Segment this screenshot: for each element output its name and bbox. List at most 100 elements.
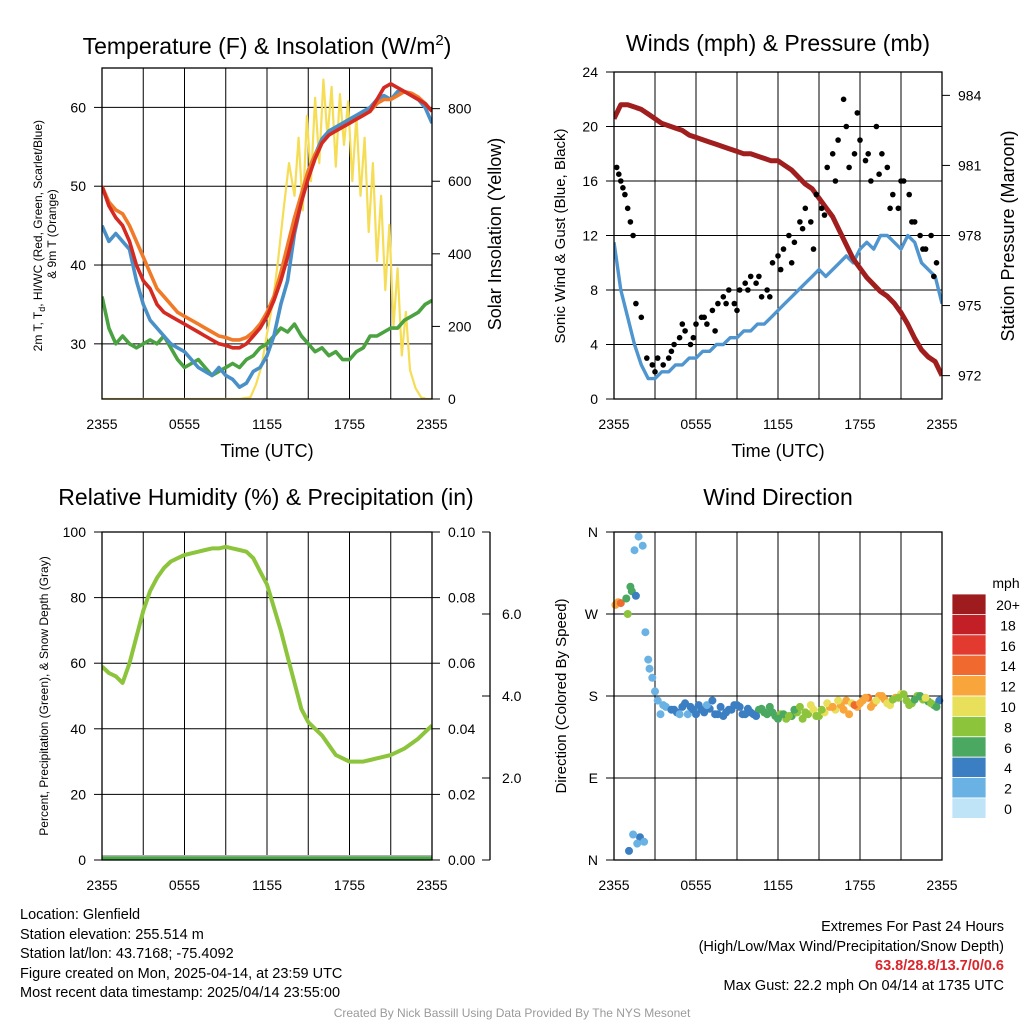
y-tick-label: 4 bbox=[590, 337, 598, 353]
direction-point bbox=[752, 712, 761, 720]
x-tick-label: 1155 bbox=[252, 877, 282, 893]
y-tick-label: 30 bbox=[70, 336, 86, 352]
direction-point bbox=[935, 696, 944, 705]
gust-point bbox=[928, 232, 934, 239]
gust-point bbox=[846, 164, 852, 171]
location-text: Location: Glenfield bbox=[20, 907, 141, 923]
gust-point bbox=[764, 287, 770, 293]
direction-point bbox=[856, 699, 864, 708]
legend-label: 4 bbox=[1004, 760, 1012, 776]
gust-point bbox=[723, 300, 729, 307]
direction-point bbox=[716, 702, 725, 711]
y-tick-label: 8 bbox=[590, 282, 598, 298]
gust-point bbox=[843, 123, 850, 130]
relative-humidity-line bbox=[102, 544, 432, 764]
insolation-line bbox=[102, 78, 432, 399]
direction-point bbox=[921, 693, 930, 702]
elevation-text: Station elevation: 255.514 m bbox=[20, 926, 204, 943]
gust-point bbox=[799, 225, 806, 232]
gust-point bbox=[627, 219, 634, 225]
legend-label: 8 bbox=[1004, 719, 1012, 735]
station-info: Location: Glenfield Station elevation: 2… bbox=[20, 906, 342, 1004]
gust-point bbox=[797, 219, 803, 225]
gust-point bbox=[824, 164, 830, 171]
x-tick-label: 1155 bbox=[763, 877, 793, 893]
insolation-axis-label: Solar Insolation (Yellow) bbox=[485, 138, 505, 330]
y-right-tick-label: 0.08 bbox=[448, 590, 475, 606]
gust-point bbox=[862, 157, 869, 164]
direction-point bbox=[724, 705, 733, 714]
direction-point bbox=[812, 712, 821, 720]
gust-point bbox=[742, 280, 748, 287]
direction-point bbox=[932, 702, 941, 711]
gust-point bbox=[620, 185, 626, 191]
direction-point bbox=[697, 705, 706, 714]
gust-point bbox=[758, 294, 765, 300]
y-right-tick-label: 800 bbox=[448, 101, 472, 117]
legend-label: 6 bbox=[1004, 740, 1012, 756]
gust-point bbox=[895, 205, 902, 212]
gust-point bbox=[618, 178, 624, 184]
y-right-tick-label: 0.00 bbox=[448, 852, 475, 868]
direction-point bbox=[795, 702, 804, 711]
y-right-tick-label: 0.04 bbox=[448, 721, 475, 737]
gust-point bbox=[720, 294, 727, 300]
gust-point bbox=[917, 232, 923, 239]
direction-grid bbox=[613, 531, 943, 861]
gust-point bbox=[898, 178, 904, 184]
humidity-title: Relative Humidity (%) & Precipitation (i… bbox=[58, 484, 473, 510]
direction-tick-label: S bbox=[589, 688, 598, 704]
x-tick-label: 2355 bbox=[416, 416, 447, 432]
x-tick-label: 1155 bbox=[763, 416, 793, 432]
winds-series bbox=[613, 96, 942, 381]
gust-point bbox=[676, 334, 683, 341]
gust-point bbox=[624, 205, 631, 212]
x-tick-label: 2355 bbox=[86, 416, 117, 432]
direction-point bbox=[692, 710, 700, 719]
x-tick-label: 1755 bbox=[334, 416, 365, 432]
direction-y-label: Direction (Colored By Speed) bbox=[553, 598, 570, 793]
y-tick-label: 0 bbox=[590, 391, 598, 407]
legend-title: mph bbox=[992, 575, 1019, 591]
max-gust-text: Max Gust: 22.2 mph On 04/14 at 1735 UTC bbox=[723, 977, 1004, 994]
temperature-panel: Temperature (F) & Insolation (W/m2) 2355… bbox=[31, 32, 505, 461]
direction-point bbox=[651, 687, 659, 696]
gust-point bbox=[649, 362, 656, 368]
direction-title: Wind Direction bbox=[703, 484, 853, 510]
x-tick-label: 0555 bbox=[169, 877, 200, 893]
direction-point bbox=[798, 714, 807, 723]
temperature-x-label: Time (UTC) bbox=[220, 441, 313, 461]
gust-point bbox=[931, 273, 937, 280]
x-tick-label: 0555 bbox=[680, 877, 711, 893]
gust-point bbox=[857, 137, 863, 143]
gust-point bbox=[810, 246, 817, 252]
y-tick-label: 60 bbox=[70, 655, 86, 671]
direction-point bbox=[905, 701, 914, 710]
gust-point bbox=[879, 151, 885, 157]
gust-point bbox=[835, 137, 841, 143]
winds-panel: Winds (mph) & Pressure (mb) 2355 0555 1155… bbox=[552, 30, 1018, 461]
y-tick-label: 40 bbox=[70, 721, 86, 737]
gust-point bbox=[687, 341, 694, 348]
x-tick-label: 0555 bbox=[680, 416, 711, 432]
gust-point bbox=[890, 191, 896, 198]
y-right-tick-label: 600 bbox=[448, 173, 472, 189]
gust-point bbox=[854, 110, 861, 116]
direction-point bbox=[784, 712, 793, 720]
legend-swatch bbox=[951, 695, 987, 717]
y-tick-label: 20 bbox=[70, 786, 86, 802]
temperature-plot-frame bbox=[101, 67, 433, 400]
gust-point bbox=[775, 253, 781, 259]
gust-point bbox=[868, 178, 874, 184]
direction-tick-label: N bbox=[588, 852, 598, 868]
gust-point bbox=[633, 300, 639, 307]
direction-point bbox=[719, 712, 728, 720]
legend-swatch bbox=[951, 614, 987, 636]
direction-tick-label: W bbox=[585, 606, 599, 622]
gust-point bbox=[884, 164, 891, 171]
gust-point bbox=[933, 260, 940, 266]
y-tick-label: 24 bbox=[582, 64, 598, 80]
legend-label: 10 bbox=[1000, 699, 1016, 715]
direction-point bbox=[616, 599, 625, 608]
